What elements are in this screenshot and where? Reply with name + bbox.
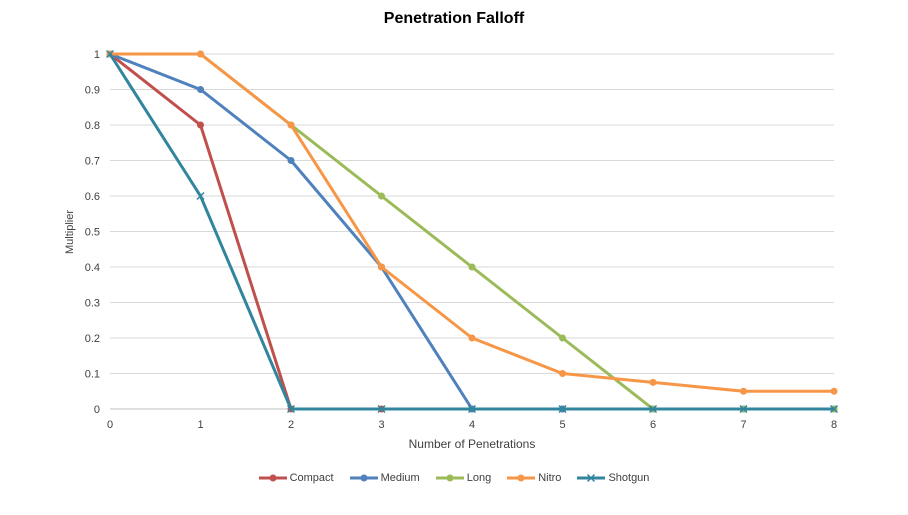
x-tick-label: 8	[831, 419, 837, 431]
legend-label: Nitro	[538, 472, 562, 484]
legend-label: Long	[466, 472, 492, 484]
data-point	[105, 49, 115, 59]
y-axis-title: Multiplier	[64, 210, 76, 255]
data-point	[287, 121, 295, 129]
y-tick-label: 0.1	[85, 369, 100, 381]
y-tick-label: 0	[94, 404, 100, 416]
data-point	[378, 263, 385, 271]
data-point	[196, 191, 205, 201]
data-point	[649, 378, 657, 386]
chart-title: Penetration Falloff	[383, 10, 525, 27]
data-point	[287, 157, 295, 164]
y-tick-label: 0.5	[85, 227, 100, 239]
data-point	[468, 334, 476, 342]
data-point	[648, 404, 658, 414]
y-tick-label: 0.3	[85, 298, 100, 310]
legend-swatch	[435, 474, 464, 482]
y-tick-label: 0.6	[85, 191, 100, 203]
x-tick-label: 3	[378, 419, 384, 431]
y-tick-label: 0.8	[85, 120, 100, 132]
data-point	[739, 404, 748, 414]
y-tick-label: 0.2	[85, 333, 100, 345]
x-tick-label: 0	[107, 419, 113, 431]
legend-label: Compact	[289, 472, 334, 484]
data-point	[468, 263, 476, 271]
data-point	[197, 121, 204, 129]
data-point	[197, 50, 204, 58]
series-nitro	[106, 50, 838, 395]
x-tick-label: 4	[469, 419, 475, 431]
data-point	[558, 404, 567, 414]
legend-swatch	[507, 474, 536, 482]
legend-item: Long	[435, 472, 492, 484]
data-point	[197, 86, 204, 93]
x-tick-label: 6	[650, 419, 656, 431]
data-point	[559, 370, 566, 377]
x-tick-label: 1	[197, 419, 203, 431]
legend-item: Nitro	[507, 472, 561, 484]
data-point	[377, 404, 386, 414]
y-tick-label: 1	[94, 49, 100, 61]
data-point	[378, 192, 385, 200]
legend-swatch	[577, 473, 606, 483]
data-point	[286, 404, 296, 414]
legend-swatch	[349, 474, 378, 482]
y-tick-label: 0.7	[85, 156, 100, 168]
legend-label: Medium	[380, 472, 420, 484]
legend-item: Compact	[258, 472, 334, 484]
y-tick-label: 0.4	[85, 262, 100, 274]
data-point	[467, 404, 477, 414]
legend-swatch	[258, 474, 287, 482]
gridlines	[110, 53, 834, 410]
data-point	[830, 387, 838, 395]
x-axis-title: Number of Penetrations	[408, 437, 536, 451]
x-tick-label: 5	[559, 419, 565, 431]
data-point	[559, 334, 566, 342]
legend: Compact Medium Long Nitro Shotgun	[0, 472, 908, 484]
y-tick-label: 0.9	[85, 85, 100, 97]
x-tick-label: 7	[740, 419, 746, 431]
x-tick-label: 2	[288, 419, 294, 431]
legend-label: Shotgun	[608, 472, 650, 484]
data-point	[829, 404, 839, 414]
series-shotgun	[105, 49, 839, 414]
legend-item: Medium	[349, 472, 420, 484]
data-point	[740, 387, 747, 395]
legend-item: Shotgun	[577, 472, 649, 484]
